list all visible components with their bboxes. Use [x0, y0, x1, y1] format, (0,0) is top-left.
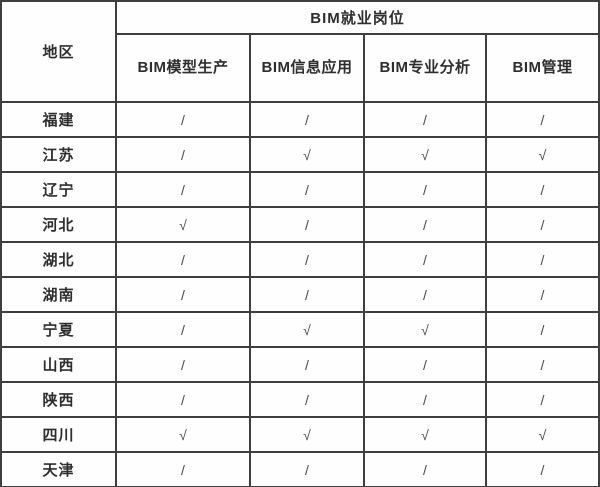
slash-mark: / [363, 451, 487, 487]
slash-mark: / [115, 346, 251, 383]
region-cell: 陕西 [0, 381, 117, 418]
slash-mark: / [363, 276, 487, 313]
slash-mark: / [363, 346, 487, 383]
slash-mark: / [485, 346, 600, 383]
slash-mark: / [485, 241, 600, 278]
column-header-bim-info-application: BIM信息应用 [249, 33, 365, 103]
group-header-row: 地区 BIM就业岗位 [0, 0, 600, 103]
columns-header-row: BIM模型生产 BIM信息应用 BIM专业分析 BIM管理 [1, 33, 600, 103]
check-mark: √ [363, 416, 487, 453]
check-mark: √ [249, 136, 365, 173]
region-cell: 河北 [0, 206, 117, 243]
column-header-bim-model-production: BIM模型生产 [115, 33, 251, 103]
slash-mark: / [363, 381, 487, 418]
slash-mark: / [115, 451, 251, 487]
table-row: 辽宁 / / / / [0, 171, 600, 208]
check-mark: √ [115, 206, 251, 243]
region-cell: 宁夏 [0, 311, 117, 348]
table-row: 河北 √ / / / [0, 206, 600, 243]
slash-mark: / [115, 241, 251, 278]
slash-mark: / [485, 311, 600, 348]
slash-mark: / [363, 101, 487, 138]
column-header-bim-professional-analysis: BIM专业分析 [363, 33, 487, 103]
slash-mark: / [363, 206, 487, 243]
slash-mark: / [115, 311, 251, 348]
region-cell: 四川 [0, 416, 117, 453]
region-cell: 湖南 [0, 276, 117, 313]
table-row: 湖北 / / / / [0, 241, 600, 278]
slash-mark: / [115, 276, 251, 313]
slash-mark: / [485, 381, 600, 418]
region-cell: 辽宁 [0, 171, 117, 208]
region-cell: 福建 [0, 101, 117, 138]
slash-mark: / [363, 241, 487, 278]
table-row: 四川 √ √ √ √ [0, 416, 600, 453]
check-mark: √ [115, 416, 251, 453]
group-header-bim-jobs: BIM就业岗位 [115, 0, 600, 35]
check-mark: √ [485, 416, 600, 453]
slash-mark: / [249, 206, 365, 243]
slash-mark: / [115, 101, 251, 138]
slash-mark: / [115, 381, 251, 418]
table-row: 山西 / / / / [0, 346, 600, 383]
region-column-header: 地区 [0, 0, 117, 103]
slash-mark: / [249, 171, 365, 208]
check-mark: √ [363, 136, 487, 173]
slash-mark: / [115, 136, 251, 173]
table-row: 江苏 / √ √ √ [0, 136, 600, 173]
slash-mark: / [249, 101, 365, 138]
check-mark: √ [249, 311, 365, 348]
slash-mark: / [363, 171, 487, 208]
region-cell: 天津 [0, 451, 117, 487]
table-body: 福建 / / / / 江苏 / √ √ √ 辽宁 / / / / 河北 √ / / / 湖北 / / / / 湖南 / / / / 宁夏 / √… [0, 101, 600, 487]
slash-mark: / [485, 276, 600, 313]
slash-mark: / [485, 171, 600, 208]
slash-mark: / [485, 101, 600, 138]
slash-mark: / [115, 171, 251, 208]
table-row: 湖南 / / / / [0, 276, 600, 313]
check-mark: √ [363, 311, 487, 348]
slash-mark: / [249, 381, 365, 418]
slash-mark: / [249, 241, 365, 278]
table-header: 地区 BIM就业岗位 BIM模型生产 BIM信息应用 BIM专业分析 BIM管理 [0, 0, 600, 103]
slash-mark: / [249, 276, 365, 313]
region-cell: 江苏 [0, 136, 117, 173]
check-mark: √ [485, 136, 600, 173]
check-mark: √ [249, 416, 365, 453]
column-header-bim-management: BIM管理 [485, 33, 600, 103]
slash-mark: / [249, 451, 365, 487]
slash-mark: / [485, 206, 600, 243]
slash-mark: / [485, 451, 600, 487]
table-row: 陕西 / / / / [0, 381, 600, 418]
table-row: 天津 / / / / [0, 451, 600, 487]
region-cell: 山西 [0, 346, 117, 383]
table-row: 福建 / / / / [0, 101, 600, 138]
table-row: 宁夏 / √ √ / [0, 311, 600, 348]
region-cell: 湖北 [0, 241, 117, 278]
slash-mark: / [249, 346, 365, 383]
